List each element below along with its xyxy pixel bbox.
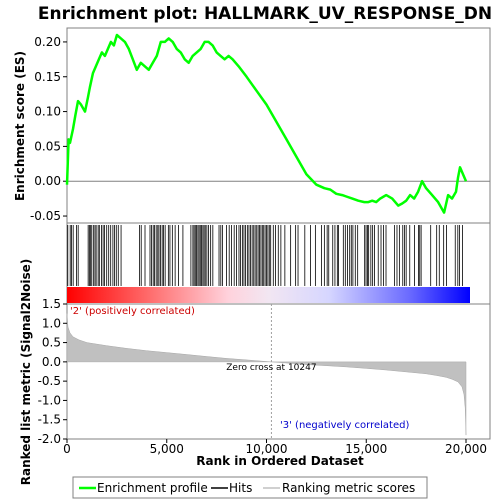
es-y-axis-label: Enrichment score (ES) [13,51,27,201]
zero-cross-label: Zero cross at 10247 [226,363,316,373]
es-y-axis: 0.20 0.15 0.10 0.05 0.00 -0.05 [30,35,67,223]
legend-enrichment-label: Enrichment profile [97,481,208,495]
es-panel: 0.20 0.15 0.10 0.05 0.00 -0.05 Enrichment sco… [13,27,491,224]
metric-y-tick-label: 1.5 [42,297,61,311]
legend-hits-label: Hits [229,481,252,495]
metric-x-tick-label: 15,000 [345,442,387,456]
metric-panel: Zero cross at 10247 '2' (positively corr… [19,259,491,486]
metric-y-tick-label: 1.0 [42,316,61,330]
metric-y-tick-label: 0.0 [42,355,61,369]
legend-metric-label: Ranking metric scores [282,481,415,495]
metric-y-tick-label: 0.5 [42,336,61,350]
metric-x-tick-label: 20,000 [445,442,487,456]
metric-x-tick-label: 5,000 [150,442,184,456]
metric-x-tick-label: 10,000 [246,442,288,456]
rank-color-bar [67,287,470,303]
es-y-tick-label: 0.10 [34,105,61,119]
es-y-tick-label: 0.20 [34,35,61,49]
es-y-tick-label: 0.05 [34,139,61,153]
legend: Enrichment profile Hits Ranking metric s… [72,476,428,499]
metric-y-axis-label: Ranked list metric (Signal2Noise) [19,259,33,486]
es-y-tick-label: -0.05 [30,209,61,223]
hit-marks [67,225,463,286]
positive-correlation-label: '2' (positively correlated) [70,306,195,317]
hits-panel [66,222,491,305]
es-y-tick-label: 0.15 [34,70,61,84]
metric-y-tick-label: -1.0 [38,393,61,407]
metric-y-tick-label: -1.5 [38,413,61,427]
legend-frame [72,476,428,499]
enrichment-profile-line [65,33,468,214]
metric-y-tick-label: -2.0 [38,432,61,446]
chart-title: Enrichment plot: HALLMARK_UV_RESPONSE_DN [38,4,492,24]
metric-x-tick-label: 0 [63,442,71,456]
metric-x-axis-label: Rank in Ordered Dataset [196,454,364,468]
metric-y-axis: 1.5 1.0 0.5 0.0 -0.5 -1.0 -1.5 -2.0 [38,297,67,446]
metric-x-axis: 0 5,000 10,000 15,000 20,000 [63,439,487,456]
negative-correlation-label: '3' (negatively correlated) [280,420,409,431]
ranking-metric-area [66,313,467,436]
metric-y-tick-label: -0.5 [38,374,61,388]
es-y-tick-label: 0.00 [34,174,61,188]
